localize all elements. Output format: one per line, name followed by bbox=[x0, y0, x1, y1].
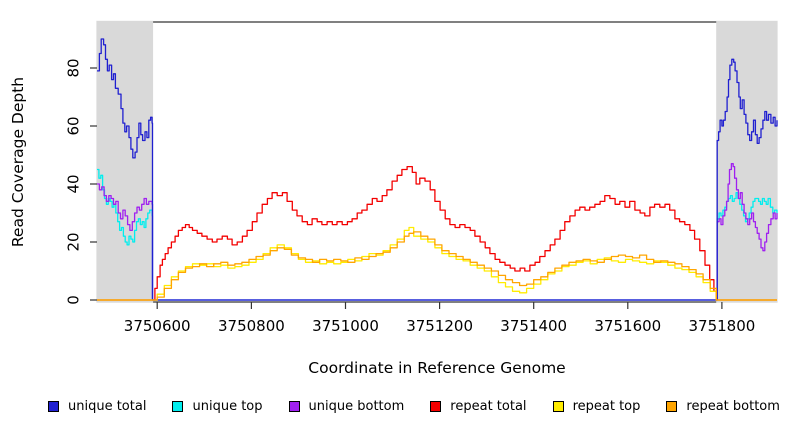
y-tick-label: 60 bbox=[65, 116, 83, 135]
y-tick-label: 40 bbox=[65, 174, 83, 193]
legend-label: unique top bbox=[192, 399, 263, 414]
x-tick-label: 3750600 bbox=[124, 317, 191, 335]
x-axis-title: Coordinate in Reference Genome bbox=[308, 359, 566, 377]
legend-item-unique-total: unique total bbox=[48, 399, 146, 414]
legend-label: repeat bottom bbox=[686, 399, 780, 414]
coverage-plot: 3750600 3750800 3751000 3751200 3751400 37516… bbox=[65, 20, 778, 335]
series-line-repeat-total bbox=[97, 165, 777, 301]
legend-item-repeat-top: repeat top bbox=[552, 399, 641, 414]
x-tick-label: 3751800 bbox=[688, 317, 755, 335]
legend-swatch-repeat-total bbox=[430, 401, 442, 412]
legend: unique total unique top unique bottom repea… bbox=[48, 399, 780, 414]
legend-label: repeat total bbox=[450, 399, 527, 414]
x-tick-label: 3751600 bbox=[594, 317, 661, 335]
x-tick-label: 3751400 bbox=[500, 317, 567, 335]
legend-item-unique-bottom: unique bottom bbox=[288, 399, 405, 414]
legend-item-unique-top: unique top bbox=[172, 399, 263, 414]
masked-region bbox=[716, 20, 778, 303]
series-line-unique-top bbox=[97, 168, 778, 301]
series-line-repeat-bottom bbox=[97, 231, 777, 301]
legend-swatch-repeat-bottom bbox=[666, 401, 678, 412]
y-tick-label: 20 bbox=[65, 232, 83, 251]
plot-border bbox=[96, 21, 778, 303]
masked-region bbox=[96, 20, 154, 303]
legend-swatch-unique-bottom bbox=[288, 401, 300, 412]
x-tick-label: 3750800 bbox=[218, 317, 285, 335]
series-line-unique-total bbox=[97, 38, 778, 301]
legend-label: unique total bbox=[68, 399, 147, 414]
y-tick-label: 0 bbox=[65, 295, 83, 305]
legend-swatch-repeat-top bbox=[552, 401, 564, 412]
y-axis-title: Read Coverage Depth bbox=[9, 76, 27, 248]
legend-swatch-unique-total bbox=[48, 401, 59, 412]
x-tick-label: 3751000 bbox=[312, 317, 379, 335]
series-line-unique-bottom bbox=[97, 163, 778, 301]
legend-item-repeat-total: repeat total bbox=[430, 399, 527, 414]
legend-label: unique bottom bbox=[308, 399, 405, 414]
y-tick-label: 80 bbox=[65, 58, 83, 77]
legend-label: repeat top bbox=[572, 399, 641, 414]
x-tick-label: 3751200 bbox=[406, 317, 473, 335]
legend-swatch-unique-top bbox=[172, 401, 184, 412]
legend-item-repeat-bottom: repeat bottom bbox=[666, 399, 780, 414]
